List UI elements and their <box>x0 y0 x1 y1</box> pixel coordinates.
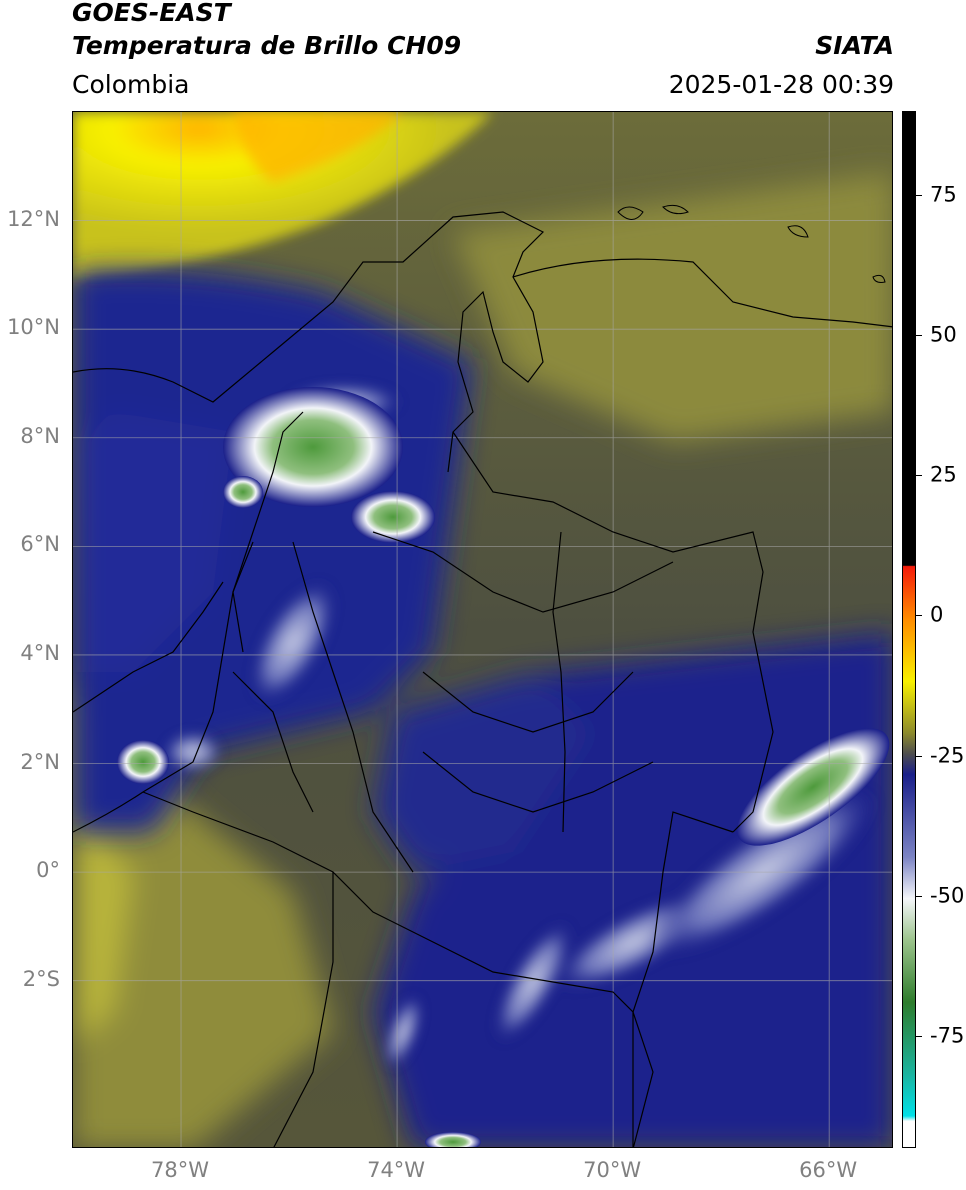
organization-label: SIATA <box>815 31 894 60</box>
lat-label: 2°N <box>20 749 60 774</box>
convective-cell-north <box>223 387 403 507</box>
colorbar-tick-label: -75 <box>930 1023 965 1048</box>
lat-label: 6°N <box>20 532 60 557</box>
title-main: GOES-EAST <box>72 0 231 27</box>
department-line-2 <box>292 541 414 873</box>
department-line-5 <box>552 531 566 833</box>
colorbar-tick-mark <box>916 335 922 337</box>
title-subtitle: Temperatura de Brillo CH09 <box>72 31 462 60</box>
warm-band <box>73 112 493 282</box>
lat-label: 2°S <box>22 966 60 991</box>
lon-label: 66°W <box>799 1158 858 1182</box>
colorbar-tick-mark <box>916 895 922 897</box>
ecuador-peru-border <box>273 872 334 1147</box>
department-line-3 <box>422 671 634 733</box>
colorbar <box>902 111 916 1148</box>
convective-cell-center <box>351 491 435 543</box>
colorbar-scale <box>903 112 915 1147</box>
colorbar-tick-mark <box>916 475 922 477</box>
convective-cell-south <box>425 1132 481 1147</box>
colorbar-tick-label: -50 <box>930 883 965 908</box>
colorbar-tick-label: 75 <box>930 182 957 207</box>
department-line-6 <box>232 671 314 813</box>
lat-label: 12°N <box>7 206 60 231</box>
pacific-coastline <box>73 411 304 833</box>
lat-label: 10°N <box>7 315 60 340</box>
lat-label: 0° <box>36 858 60 883</box>
colorbar-tick-mark <box>916 195 922 197</box>
map-canvas <box>73 112 892 1147</box>
colombia-venezuela-border <box>452 431 774 833</box>
colorbar-tick-mark <box>916 755 922 757</box>
lat-label: 4°N <box>20 640 60 665</box>
brazil-border <box>632 811 734 1147</box>
colorbar-tick-label: 0 <box>930 602 944 627</box>
colombia-south-border <box>142 791 654 1147</box>
lon-label: 74°W <box>367 1158 426 1182</box>
panama-border <box>73 581 224 713</box>
northern-coastline <box>73 211 545 473</box>
convective-cell-coast <box>117 740 169 784</box>
colorbar-tick-mark <box>916 615 922 617</box>
colorbar-tick-mark <box>916 1035 922 1037</box>
lon-label: 78°W <box>151 1158 210 1182</box>
department-line-4 <box>422 751 654 813</box>
department-line-7 <box>232 541 254 653</box>
lat-label: 8°N <box>20 423 60 448</box>
convective-cell-west <box>223 476 263 508</box>
venezuela-coast <box>512 258 892 328</box>
department-line-1 <box>372 531 674 613</box>
colorbar-tick-label: -25 <box>930 743 965 768</box>
islands <box>617 204 886 283</box>
colorbar-tick-label: 50 <box>930 322 957 347</box>
lon-label: 70°W <box>583 1158 642 1182</box>
region-label: Colombia <box>72 70 190 99</box>
orange-core <box>233 112 403 182</box>
convective-cell-east <box>736 728 890 846</box>
gridlines <box>73 112 892 1147</box>
colorbar-tick-label: 25 <box>930 462 957 487</box>
convective-cores <box>117 387 890 1147</box>
satellite-map <box>72 111 893 1148</box>
political-borders <box>73 211 892 1147</box>
datetime-label: 2025-01-28 00:39 <box>668 70 894 99</box>
